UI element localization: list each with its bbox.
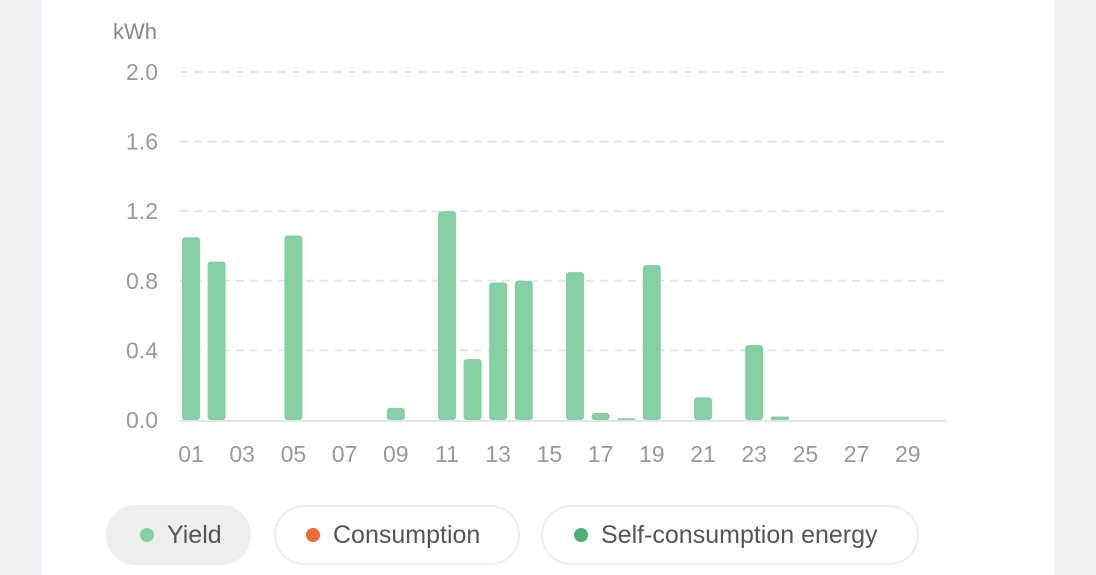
x-tick-label: 17 [588, 441, 614, 467]
legend-self-consumption-button[interactable]: Self-consumption energy [541, 505, 919, 565]
x-tick-label: 03 [229, 441, 255, 467]
bar-day-11[interactable] [438, 211, 456, 420]
x-tick-label: 07 [332, 441, 358, 467]
bar-day-18[interactable] [617, 418, 636, 421]
x-tick-label: 19 [639, 441, 665, 467]
legend-self-consumption-label: Self-consumption energy [601, 520, 878, 549]
bar-day-01[interactable] [182, 237, 200, 420]
legend-consumption-label: Consumption [333, 520, 481, 549]
bar-day-02[interactable] [207, 261, 226, 420]
x-tick-label: 27 [844, 441, 870, 467]
grid-lines [180, 71, 946, 352]
legend-yield-button[interactable]: Yield [106, 505, 251, 565]
y-axis-unit: kWh [113, 19, 157, 44]
bars[interactable] [182, 211, 789, 421]
legend-consumption-dot [306, 528, 320, 542]
bar-day-24[interactable] [770, 416, 789, 420]
bar-day-09[interactable] [386, 407, 405, 420]
bar-day-17[interactable] [591, 413, 610, 420]
bar-day-13[interactable] [489, 282, 508, 420]
bar-day-23[interactable] [745, 345, 764, 420]
bar-day-16[interactable] [566, 272, 584, 420]
y-tick-label: 1.2 [126, 198, 158, 224]
x-tick-label: 15 [537, 441, 563, 467]
x-tick-label: 25 [793, 441, 819, 467]
x-tick-label: 01 [178, 441, 204, 467]
bar-day-12[interactable] [463, 359, 482, 420]
legend-yield-dot [140, 528, 154, 542]
y-axis-labels: 0.0 0.4 0.8 1.2 1.6 2.0 [126, 59, 158, 433]
chart-card: 0.0 0.4 0.8 1.2 1.6 2.0 kWh 01 03 05 07 09 11 13 15 1… [42, 0, 1054, 575]
x-tick-label: 13 [485, 441, 511, 467]
x-tick-label: 09 [383, 441, 409, 467]
y-tick-label: 1.6 [126, 129, 158, 155]
x-tick-label: 21 [690, 441, 716, 467]
legend-consumption-button[interactable]: Consumption [274, 505, 520, 565]
x-axis-labels: 01 03 05 07 09 11 13 15 17 19 21 23 25 27 29 [178, 441, 920, 467]
x-tick-label: 11 [435, 441, 459, 467]
bar-day-19[interactable] [642, 265, 661, 420]
x-tick-label: 29 [895, 441, 921, 467]
y-tick-label: 2.0 [126, 59, 158, 85]
x-tick-label: 05 [281, 441, 307, 467]
y-tick-label: 0.4 [126, 337, 158, 363]
y-tick-label: 0.8 [126, 268, 158, 294]
bar-chart: 0.0 0.4 0.8 1.2 1.6 2.0 kWh 01 03 05 07 09 11 13 15 1… [113, 19, 946, 467]
bar-day-05[interactable] [284, 235, 303, 420]
y-tick-label: 0.0 [126, 407, 158, 433]
legend-yield-label: Yield [167, 520, 222, 549]
x-tick-label: 23 [741, 441, 767, 467]
legend-self-consumption-dot [574, 528, 588, 542]
bar-day-14[interactable] [514, 280, 533, 420]
bar-day-21[interactable] [694, 397, 712, 420]
